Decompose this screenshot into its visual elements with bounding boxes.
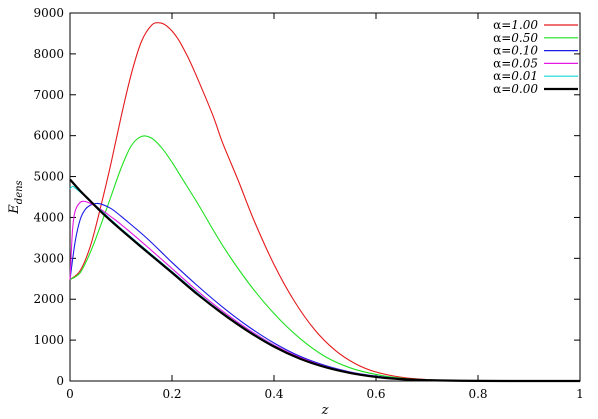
legend-label-5: α=0.00	[493, 82, 538, 96]
legend-label-3: α=0.05	[493, 56, 538, 70]
y-tick-label: 2000	[33, 292, 64, 306]
legend-label-4: α=0.01	[493, 69, 538, 83]
y-tick-label: 7000	[33, 88, 64, 102]
y-tick-label: 8000	[33, 47, 64, 61]
axis-ticks: 0 1000 2000 3000 4000 5000 6000 7000 8000 9000 0 0.…	[33, 6, 583, 401]
series-line-2	[69, 202, 581, 382]
legend: α=1.00α=0.50α=0.10α=0.05α=0.01α=0.00	[493, 18, 578, 96]
legend-label-2: α=0.10	[493, 44, 538, 58]
series-line-1	[69, 135, 581, 382]
y-tick-label: 4000	[33, 210, 64, 224]
x-tick-label: 0.4	[264, 387, 283, 401]
x-axis-label: z	[321, 403, 329, 418]
y-axis-label-sub: dens	[14, 180, 25, 204]
series-lines	[69, 22, 581, 383]
x-tick-label: 0	[66, 387, 74, 401]
x-tick-label: 0.6	[366, 387, 385, 401]
legend-label-1: α=0.50	[493, 31, 538, 45]
y-tick-label: 1000	[33, 333, 64, 347]
y-tick-label: 3000	[33, 251, 64, 265]
legend-label-0: α=1.00	[493, 18, 538, 32]
y-tick-label: 0	[56, 374, 64, 388]
series-line-5	[69, 178, 581, 383]
y-tick-label: 5000	[33, 170, 64, 184]
y-axis-label: Edens	[7, 180, 25, 214]
series-line-3	[69, 200, 581, 382]
svg-text:Edens: Edens	[7, 180, 25, 214]
y-axis-label-main: E	[7, 204, 22, 215]
x-tick-label: 0.8	[468, 387, 487, 401]
x-tick-label: 0.2	[162, 387, 181, 401]
series-line-0	[69, 22, 581, 382]
y-tick-label: 6000	[33, 129, 64, 143]
y-tick-label: 9000	[33, 6, 64, 20]
plot-frame	[69, 12, 581, 382]
series-line-4	[69, 185, 581, 382]
x-tick-label: 1	[576, 387, 584, 401]
